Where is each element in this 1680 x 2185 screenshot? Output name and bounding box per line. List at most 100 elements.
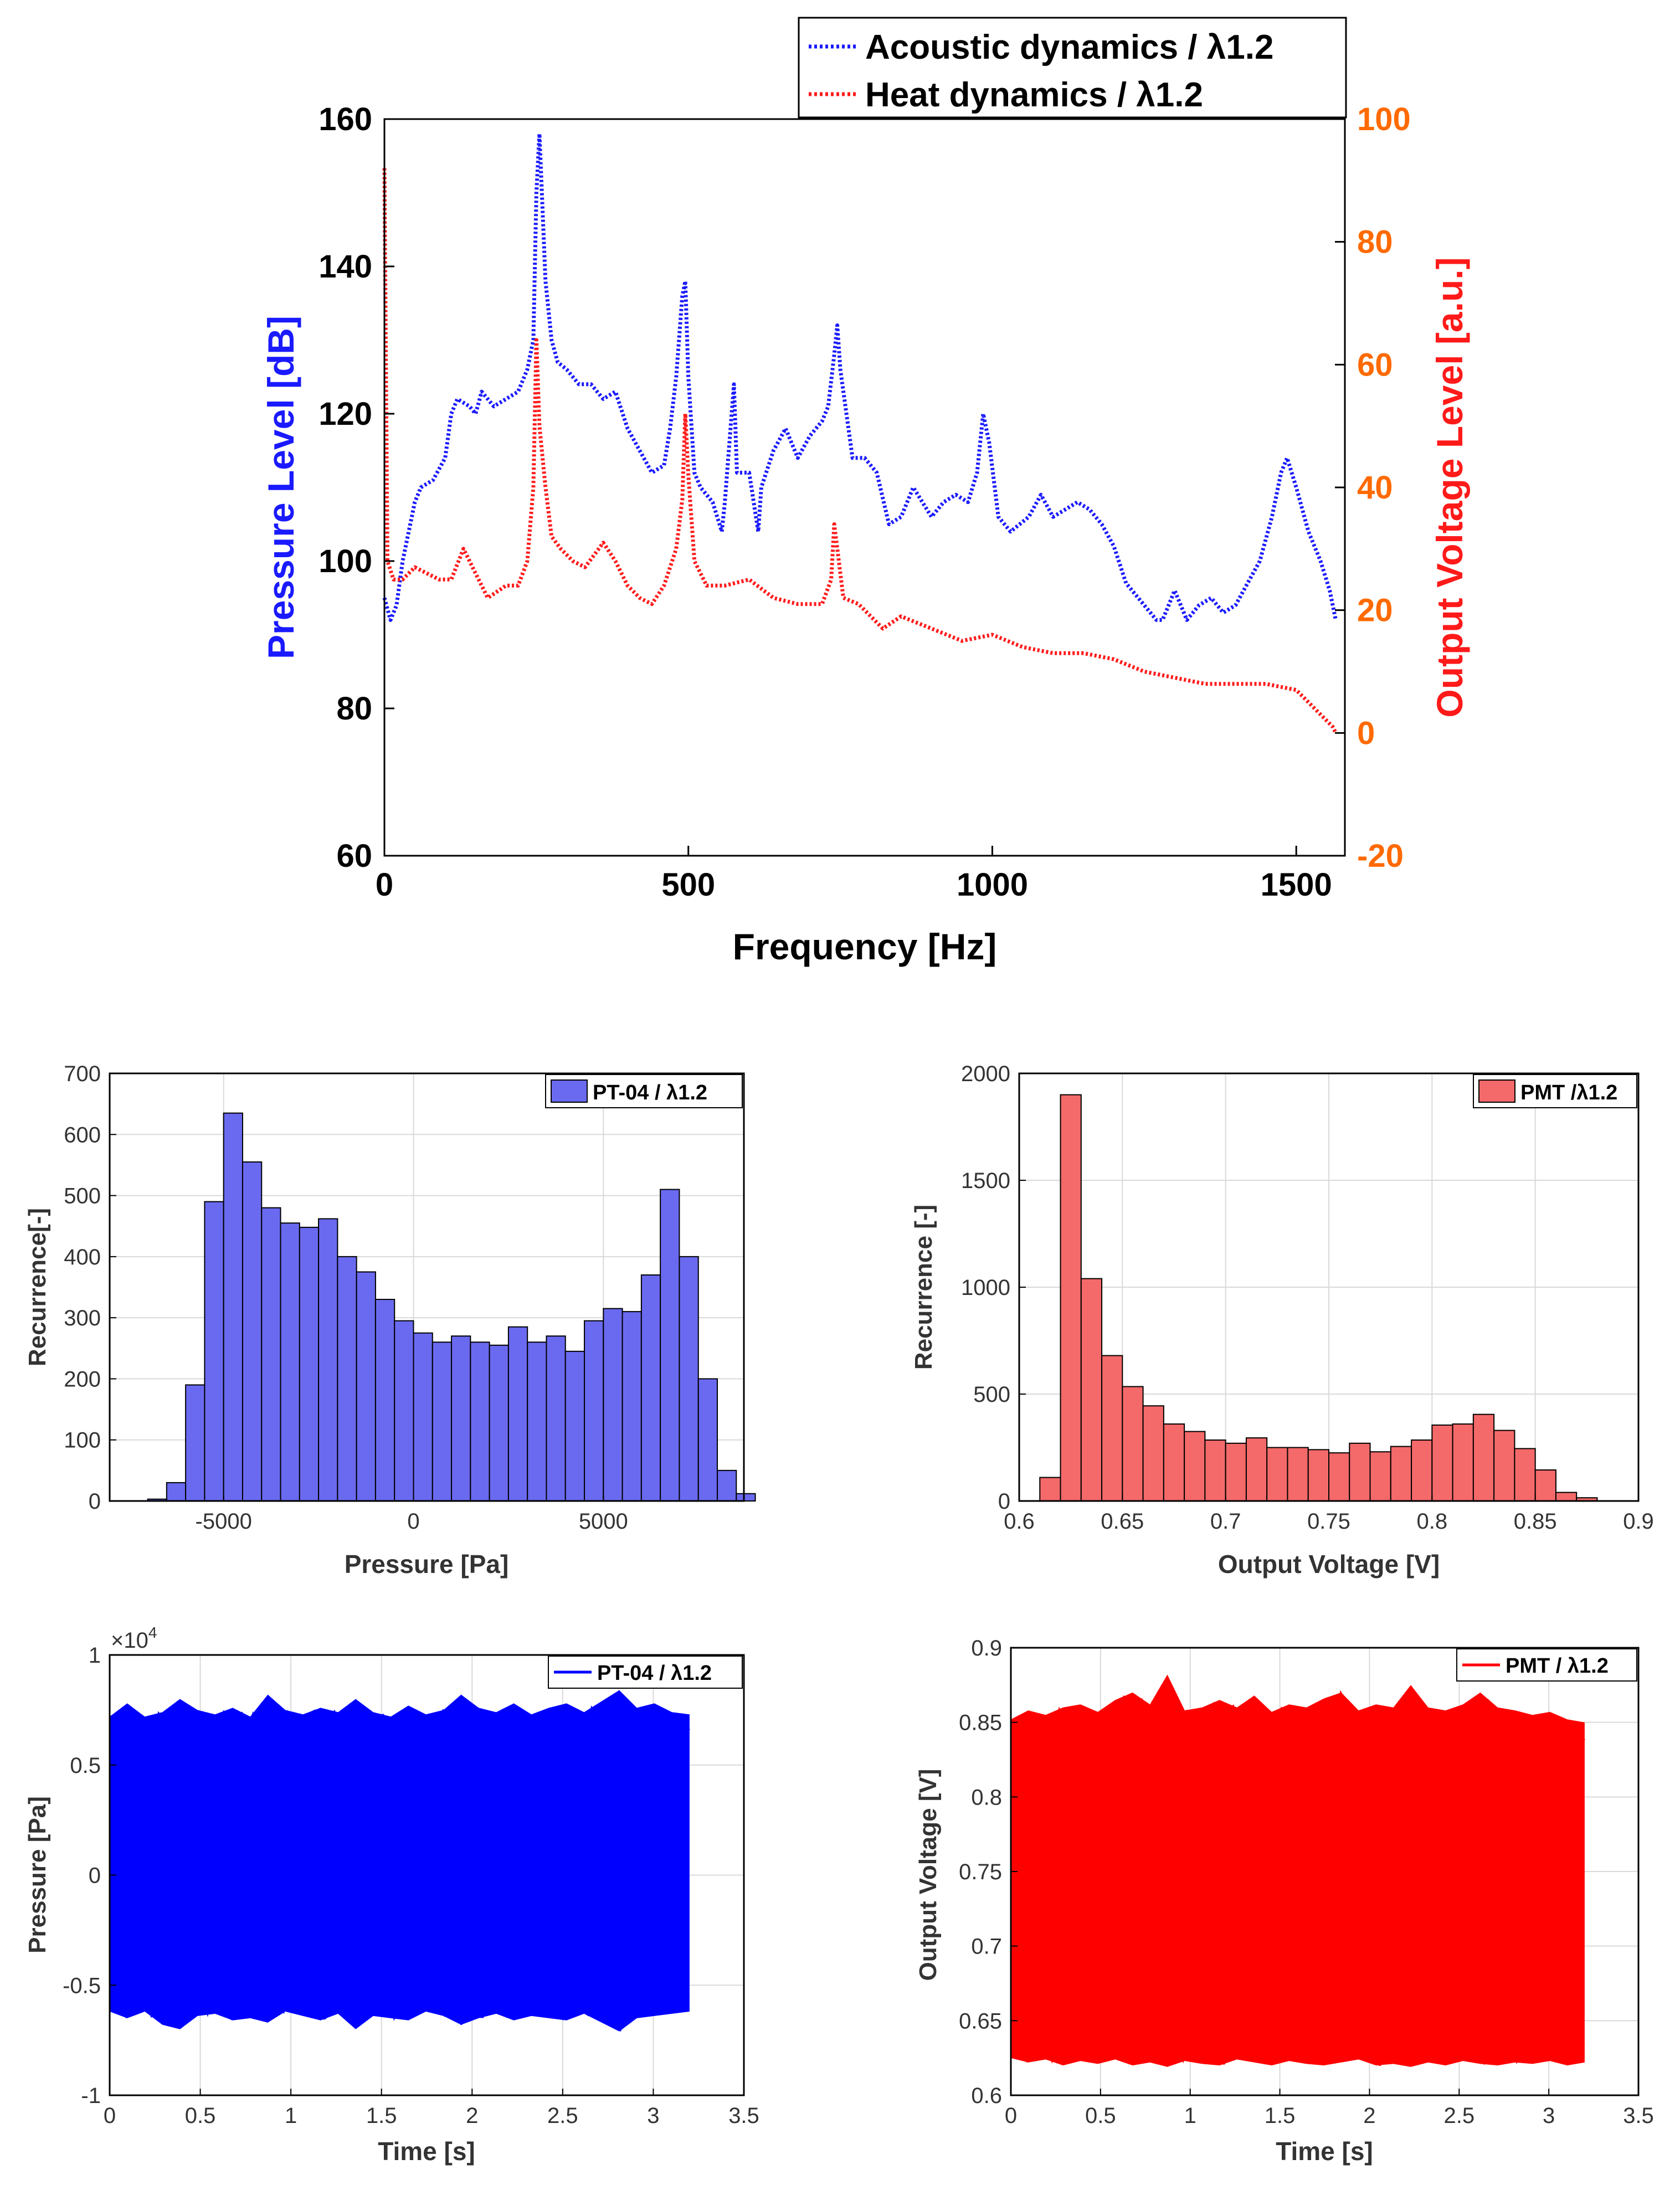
pressure-histogram-bar: [640, 1274, 661, 1502]
voltage-histogram-bar: [1349, 1442, 1371, 1502]
voltage-histogram-bars: [1039, 1094, 1598, 1502]
voltage-histogram-bar: [1411, 1439, 1433, 1502]
voltage-timeseries-legend: PMT / λ1.2: [1456, 1648, 1637, 1682]
pressure-histogram-bar: [394, 1320, 414, 1502]
pressure-histogram-axes: -5000 0 5000 0 100 200 300 400 500 600 700: [64, 1062, 628, 1534]
pressure-histogram-bar: [736, 1493, 756, 1502]
voltage-histogram-bar: [1225, 1442, 1247, 1502]
pressure-histogram: -5000 0 5000 0 100 200 300 400 500 600 700 Recurre…: [24, 1062, 756, 1579]
pressure-histogram-xlabel: Pressure [Pa]: [345, 1550, 509, 1579]
pressure-timeseries-x-tick-label: 1.5: [366, 2104, 397, 2128]
spectrum-series-acoustic: [382, 132, 1338, 622]
voltage-histogram-bar: [1452, 1423, 1474, 1502]
spectrum-x-tick-label: 1000: [957, 867, 1028, 903]
pressure-timeseries-multiplier-exponent: 4: [148, 1624, 157, 1641]
spectrum-right-tick-label: 80: [1357, 224, 1393, 260]
voltage-histogram-bar: [1514, 1448, 1536, 1502]
voltage-timeseries-axes: 0 0.5 1 1.5 2 2.5 3 3.5 0.6 0.65 0.7 0.75 0.8 0.85 0.9: [959, 1636, 1654, 2128]
spectrum-right-tick-label: 0: [1357, 715, 1375, 751]
voltage-timeseries-y-tick-label: 0.9: [971, 1636, 1002, 1660]
voltage-histogram-axes: 0.6 0.65 0.7 0.75 0.8 0.85 0.9 0 500 1000 1500 2000: [961, 1062, 1654, 1534]
pressure-histogram-bar: [697, 1378, 718, 1502]
pressure-histogram-bar: [185, 1384, 205, 1502]
pressure-timeseries-y-tick-label: 0.5: [70, 1754, 101, 1778]
pressure-timeseries-xlabel: Time [s]: [378, 2137, 475, 2166]
pressure-timeseries-axes: 0 0.5 1 1.5 2 2.5 3 3.5 -1 -0.5 0 0.5 1: [63, 1643, 759, 2128]
pressure-histogram-y-tick-label: 200: [64, 1367, 101, 1391]
voltage-histogram-legend-label: PMT /λ1.2: [1520, 1081, 1617, 1104]
voltage-histogram-bar: [1431, 1424, 1453, 1502]
voltage-histogram-bar: [1245, 1437, 1268, 1502]
pressure-histogram-bar: [280, 1222, 300, 1502]
pressure-timeseries-y-tick-label: 1: [89, 1643, 101, 1668]
voltage-histogram-x-tick-label: 0.65: [1101, 1509, 1144, 1534]
pressure-timeseries-ylabel: Pressure [Pa]: [24, 1796, 51, 1953]
pressure-histogram-y-tick-label: 0: [89, 1489, 101, 1514]
voltage-timeseries-x-tick-label: 1.5: [1265, 2104, 1296, 2128]
voltage-timeseries-signal-upper-edge: [1010, 1682, 1585, 1742]
voltage-histogram-y-tick-label: 0: [998, 1489, 1010, 1514]
voltage-histogram-bar: [1204, 1439, 1226, 1502]
voltage-histogram-bar: [1101, 1355, 1123, 1502]
pressure-timeseries: 0 0.5 1 1.5 2 2.5 3 3.5 -1 -0.5 0 0.5 1 ×104 Pressur…: [24, 1624, 759, 2166]
pressure-histogram-bar: [564, 1350, 585, 1502]
spectrum-left-axis-label: Pressure Level [dB]: [260, 316, 301, 659]
legend-heat-label: Heat dynamics / λ1.2: [865, 76, 1203, 114]
spectrum-axes: 0 500 1000 1500 60 80 100 120 140 160 -20 0 20 40 60 80…: [318, 101, 1411, 903]
voltage-timeseries-signal-lower-edge: [1010, 2036, 1585, 2066]
spectrum-left-tick-label: 60: [336, 838, 372, 874]
voltage-timeseries-legend-label: PMT / λ1.2: [1506, 1654, 1609, 1678]
voltage-histogram-bar: [1163, 1423, 1185, 1502]
pressure-timeseries-legend: PT-04 / λ1.2: [548, 1656, 743, 1689]
voltage-histogram-bar: [1472, 1413, 1495, 1502]
voltage-histogram-bar: [1369, 1451, 1391, 1502]
voltage-histogram-bar: [1555, 1492, 1578, 1502]
voltage-histogram: 0.6 0.65 0.7 0.75 0.8 0.85 0.9 0 500 1000 1500 2000…: [910, 1062, 1654, 1579]
pressure-histogram-bar: [451, 1335, 471, 1502]
voltage-timeseries-ylabel: Output Voltage [V]: [915, 1769, 942, 1981]
voltage-histogram-x-tick-label: 0.8: [1417, 1509, 1448, 1534]
pressure-histogram-bar: [507, 1326, 528, 1502]
pressure-histogram-legend-swatch: [551, 1079, 588, 1103]
voltage-histogram-x-tick-label: 0.75: [1307, 1509, 1350, 1534]
voltage-histogram-y-tick-label: 500: [973, 1382, 1010, 1407]
voltage-timeseries-y-tick-label: 0.85: [959, 1711, 1002, 1735]
legend-acoustic-label: Acoustic dynamics / λ1.2: [865, 28, 1273, 66]
pressure-timeseries-legend-label: PT-04 / λ1.2: [597, 1662, 712, 1685]
spectrum-x-tick-label: 1500: [1261, 867, 1332, 903]
voltage-timeseries: 0 0.5 1 1.5 2 2.5 3 3.5 0.6 0.65 0.7 0.75 0.8 0.85 0.9…: [915, 1636, 1654, 2166]
pressure-histogram-bar: [356, 1271, 376, 1502]
voltage-histogram-bar: [1493, 1430, 1515, 1502]
pressure-histogram-y-tick-label: 700: [64, 1062, 101, 1086]
spectrum-left-tick-label: 100: [318, 543, 372, 579]
pressure-histogram-bar: [679, 1256, 699, 1502]
pressure-histogram-bar: [413, 1332, 433, 1502]
voltage-timeseries-x-tick-label: 1: [1184, 2104, 1196, 2128]
spectrum-left-tick-label: 160: [318, 101, 372, 137]
voltage-timeseries-signal-band: [1011, 1674, 1585, 2067]
pressure-histogram-bar: [546, 1335, 566, 1502]
voltage-timeseries-x-tick-label: 0: [1005, 2104, 1017, 2128]
voltage-histogram-bar: [1328, 1452, 1350, 1502]
pressure-histogram-ylabel: Recurrence[-]: [24, 1208, 51, 1366]
voltage-timeseries-y-tick-label: 0.6: [971, 2084, 1002, 2108]
voltage-timeseries-y-tick-label: 0.7: [971, 1935, 1002, 1959]
pressure-histogram-legend: PT-04 / λ1.2: [545, 1074, 743, 1108]
voltage-histogram-ylabel: Recurrence [-]: [910, 1205, 937, 1370]
spectrum-x-tick-label: 0: [376, 867, 393, 903]
voltage-timeseries-y-tick-label: 0.8: [971, 1785, 1002, 1809]
pressure-histogram-y-tick-label: 400: [64, 1245, 101, 1269]
pressure-timeseries-signal: [109, 1690, 690, 2032]
voltage-timeseries-y-tick-label: 0.65: [959, 2009, 1002, 2033]
spectrum-legend-box: [798, 17, 1347, 119]
pressure-timeseries-x-tick-label: 2.5: [547, 2104, 578, 2128]
voltage-histogram-bar: [1307, 1449, 1330, 1502]
pressure-timeseries-y-tick-label: -0.5: [63, 1973, 101, 1998]
voltage-histogram-bar: [1080, 1278, 1103, 1502]
pressure-timeseries-multiplier-base: ×10: [111, 1628, 148, 1653]
spectrum-left-tick-label: 140: [318, 249, 372, 285]
spectrum-right-tick-label: 20: [1357, 593, 1393, 629]
pressure-histogram-bar: [299, 1226, 320, 1502]
pressure-histogram-bar: [717, 1469, 737, 1502]
